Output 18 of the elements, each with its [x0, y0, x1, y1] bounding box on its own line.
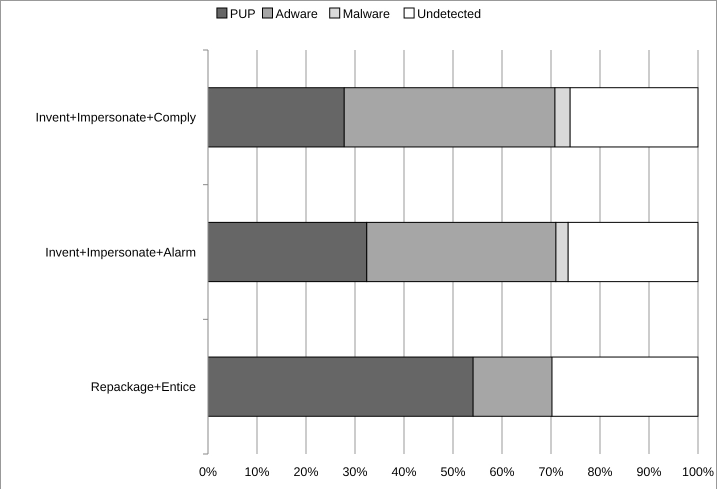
x-tick-label: 90% — [636, 465, 662, 479]
x-tick-label: 100% — [682, 465, 714, 479]
legend-label: Adware — [276, 7, 318, 21]
x-tick-label: 70% — [538, 465, 564, 479]
legend-label: Undetected — [417, 7, 482, 21]
x-tick-label: 30% — [342, 465, 368, 479]
x-tick-label: 20% — [293, 465, 319, 479]
x-tick-label: 80% — [587, 465, 613, 479]
x-tick-label: 0% — [198, 465, 218, 479]
x-tick-label: 10% — [244, 465, 270, 479]
x-tick-label: 50% — [440, 465, 466, 479]
x-tick-label: 40% — [391, 465, 417, 479]
legend-label: Malware — [342, 7, 390, 21]
y-tick-label: Invent+Impersonate+Alarm — [45, 245, 196, 260]
y-tick-label: Invent+Impersonate+Comply — [35, 110, 197, 125]
legend-label: PUP — [230, 7, 256, 21]
x-tick-label: 60% — [489, 465, 515, 479]
y-tick-label: Repackage+Entice — [90, 380, 196, 394]
